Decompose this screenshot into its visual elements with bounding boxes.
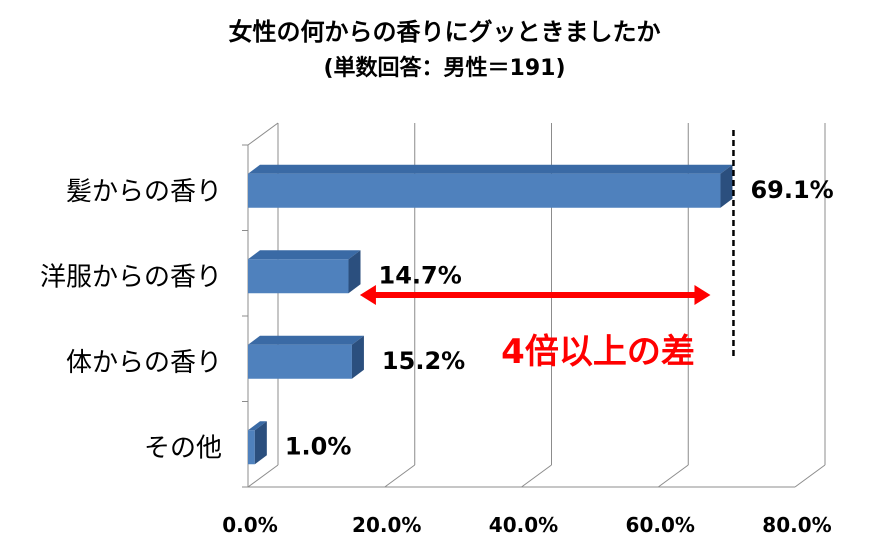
annotation: 4倍以上の差	[359, 130, 735, 372]
bar-side	[254, 421, 267, 465]
floor-line	[247, 464, 279, 488]
side-wall-top	[247, 122, 279, 146]
bar	[248, 259, 349, 294]
chart-title: 女性の何からの香りにグッときましたか	[228, 18, 661, 46]
category-label: 体からの香り	[66, 348, 222, 378]
chart-subtitle: (単数回答：男性＝191)	[323, 56, 566, 81]
arrowhead-left	[359, 285, 376, 305]
category-label: 髪からの香り	[66, 177, 222, 207]
arrowhead-right	[694, 285, 711, 305]
bar-side	[348, 250, 361, 294]
floor-line	[521, 464, 552, 488]
floor-line	[794, 464, 826, 488]
floor-line	[657, 464, 689, 488]
x-tick-label: 20.0%	[352, 513, 421, 537]
bar-top	[248, 164, 733, 174]
value-label: 1.0%	[285, 432, 352, 460]
bar-top	[248, 250, 361, 260]
bars	[248, 164, 733, 465]
value-label: 15.2%	[382, 347, 465, 375]
floor-line	[384, 464, 416, 488]
bar-top	[248, 335, 364, 345]
x-tick-label: 80.0%	[762, 513, 831, 537]
annotation-text: 4倍以上の差	[501, 332, 695, 372]
bar-side	[720, 164, 733, 208]
bar	[248, 344, 352, 379]
bar-top	[248, 421, 267, 431]
x-tick-label: 60.0%	[626, 513, 695, 537]
value-label: 69.1%	[750, 176, 833, 204]
bar	[248, 430, 255, 465]
x-tick-label: 0.0%	[222, 513, 277, 537]
bar	[248, 173, 721, 208]
x-tick-label: 40.0%	[489, 513, 558, 537]
category-label: その他	[144, 433, 222, 463]
labels: 0.0% 20.0% 40.0% 60.0% 80.0% 髪からの香り 69.1% 洋服からの…	[40, 176, 834, 537]
value-label: 14.7%	[379, 261, 462, 289]
bar-side	[351, 335, 364, 379]
category-label: 洋服からの香り	[40, 262, 222, 292]
